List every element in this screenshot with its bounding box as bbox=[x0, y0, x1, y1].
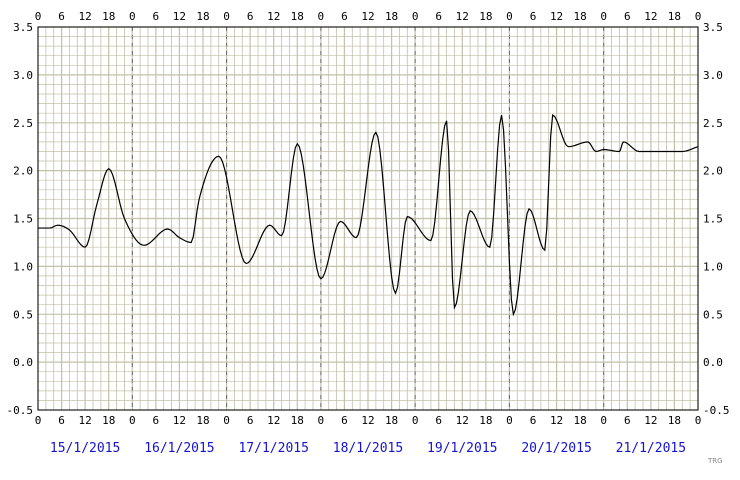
x-tick-label-bottom: 18 bbox=[668, 414, 681, 427]
x-tick-label-bottom: 0 bbox=[412, 414, 419, 427]
x-tick-label-bottom: 6 bbox=[624, 414, 631, 427]
x-tick-label-bottom: 18 bbox=[196, 414, 209, 427]
x-tick-label-top: 0 bbox=[129, 10, 136, 23]
x-tick-label-top: 6 bbox=[247, 10, 254, 23]
x-tick-label-bottom: 12 bbox=[361, 414, 374, 427]
y-tick-label-left: 2.0 bbox=[13, 165, 33, 178]
x-tick-label-top: 0 bbox=[318, 10, 325, 23]
x-tick-label-top: 0 bbox=[223, 10, 230, 23]
x-tick-label-bottom: 0 bbox=[506, 414, 513, 427]
x-tick-label-bottom: 18 bbox=[479, 414, 492, 427]
x-tick-label-bottom: 0 bbox=[600, 414, 607, 427]
x-tick-label-bottom: 18 bbox=[102, 414, 115, 427]
x-tick-label-top: 18 bbox=[291, 10, 304, 23]
x-tick-label-top: 12 bbox=[361, 10, 374, 23]
x-tick-label-top: 0 bbox=[600, 10, 607, 23]
x-tick-label-top: 18 bbox=[385, 10, 398, 23]
y-tick-label-right: 1.5 bbox=[703, 213, 723, 226]
x-tick-label-top: 12 bbox=[550, 10, 563, 23]
grid-lines bbox=[37, 26, 699, 411]
x-tick-label-top: 18 bbox=[668, 10, 681, 23]
x-tick-label-bottom: 6 bbox=[341, 414, 348, 427]
date-label: 15/1/2015 bbox=[50, 441, 120, 456]
x-tick-label-top: 6 bbox=[153, 10, 160, 23]
x-tick-label-bottom: 12 bbox=[644, 414, 657, 427]
x-tick-label-bottom: 0 bbox=[695, 414, 702, 427]
x-tick-label-bottom: 18 bbox=[574, 414, 587, 427]
x-tick-label-bottom: 12 bbox=[456, 414, 469, 427]
tick-labels: 3.5 3.5 3.0 3.0 2.5 2.5 2.0 2.0 1.5 1.5 1.0 1.0 0.5 0… bbox=[7, 10, 730, 427]
x-tick-label-bottom: 6 bbox=[153, 414, 160, 427]
x-tick-label-top: 6 bbox=[624, 10, 631, 23]
x-tick-label-bottom: 18 bbox=[385, 414, 398, 427]
date-label: 19/1/2015 bbox=[427, 441, 497, 456]
y-tick-label-left: 3.0 bbox=[13, 69, 33, 82]
y-tick-label-right: -0.5 bbox=[703, 404, 730, 417]
date-label: 20/1/2015 bbox=[521, 441, 591, 456]
x-tick-label-bottom: 6 bbox=[58, 414, 65, 427]
x-tick-label-top: 0 bbox=[35, 10, 42, 23]
x-tick-label-bottom: 18 bbox=[291, 414, 304, 427]
x-tick-label-top: 12 bbox=[79, 10, 92, 23]
x-tick-label-top: 0 bbox=[695, 10, 702, 23]
y-tick-label-right: 1.0 bbox=[703, 260, 723, 273]
y-tick-label-left: 0.5 bbox=[13, 308, 33, 321]
x-tick-label-bottom: 0 bbox=[35, 414, 42, 427]
x-tick-label-bottom: 0 bbox=[318, 414, 325, 427]
date-labels: 15/1/2015 16/1/2015 17/1/2015 18/1/2015 19/1… bbox=[50, 441, 686, 456]
x-tick-label-top: 18 bbox=[102, 10, 115, 23]
y-tick-label-right: 3.0 bbox=[703, 69, 723, 82]
x-tick-label-top: 0 bbox=[506, 10, 513, 23]
y-tick-label-right: 2.0 bbox=[703, 165, 723, 178]
y-tick-label-left: 1.0 bbox=[13, 260, 33, 273]
x-tick-label-top: 6 bbox=[341, 10, 348, 23]
y-tick-label-right: 0.5 bbox=[703, 308, 723, 321]
x-tick-label-top: 12 bbox=[173, 10, 186, 23]
x-tick-label-top: 12 bbox=[644, 10, 657, 23]
x-tick-label-bottom: 12 bbox=[79, 414, 92, 427]
x-tick-label-top: 6 bbox=[58, 10, 65, 23]
x-tick-label-bottom: 12 bbox=[550, 414, 563, 427]
x-tick-label-top: 6 bbox=[530, 10, 537, 23]
y-tick-label-left: 3.5 bbox=[13, 21, 33, 34]
x-tick-label-bottom: 6 bbox=[247, 414, 254, 427]
y-tick-label-left: 1.5 bbox=[13, 213, 33, 226]
date-label: 17/1/2015 bbox=[238, 441, 308, 456]
x-tick-label-bottom: 12 bbox=[267, 414, 280, 427]
plot-frame bbox=[37, 26, 699, 411]
x-tick-label-bottom: 0 bbox=[223, 414, 230, 427]
y-tick-label-right: 3.5 bbox=[703, 21, 723, 34]
x-tick-label-top: 12 bbox=[267, 10, 280, 23]
x-tick-label-bottom: 6 bbox=[435, 414, 442, 427]
x-tick-label-top: 18 bbox=[196, 10, 209, 23]
date-label: 16/1/2015 bbox=[144, 441, 214, 456]
x-tick-label-bottom: 6 bbox=[530, 414, 537, 427]
credit-label: TRG bbox=[707, 457, 723, 465]
y-tick-label-left: 0.0 bbox=[13, 356, 33, 369]
date-label: 18/1/2015 bbox=[333, 441, 403, 456]
x-tick-label-top: 18 bbox=[479, 10, 492, 23]
x-tick-label-top: 18 bbox=[574, 10, 587, 23]
x-tick-label-top: 6 bbox=[435, 10, 442, 23]
date-label: 21/1/2015 bbox=[616, 441, 686, 456]
series-line bbox=[38, 114, 699, 317]
y-tick-label-right: 2.5 bbox=[703, 117, 723, 130]
y-tick-label-left: -0.5 bbox=[7, 404, 34, 417]
y-tick-label-left: 2.5 bbox=[13, 117, 33, 130]
x-tick-label-top: 0 bbox=[412, 10, 419, 23]
x-tick-label-top: 12 bbox=[456, 10, 469, 23]
y-tick-label-right: 0.0 bbox=[703, 356, 723, 369]
x-tick-label-bottom: 12 bbox=[173, 414, 186, 427]
x-tick-label-bottom: 0 bbox=[129, 414, 136, 427]
